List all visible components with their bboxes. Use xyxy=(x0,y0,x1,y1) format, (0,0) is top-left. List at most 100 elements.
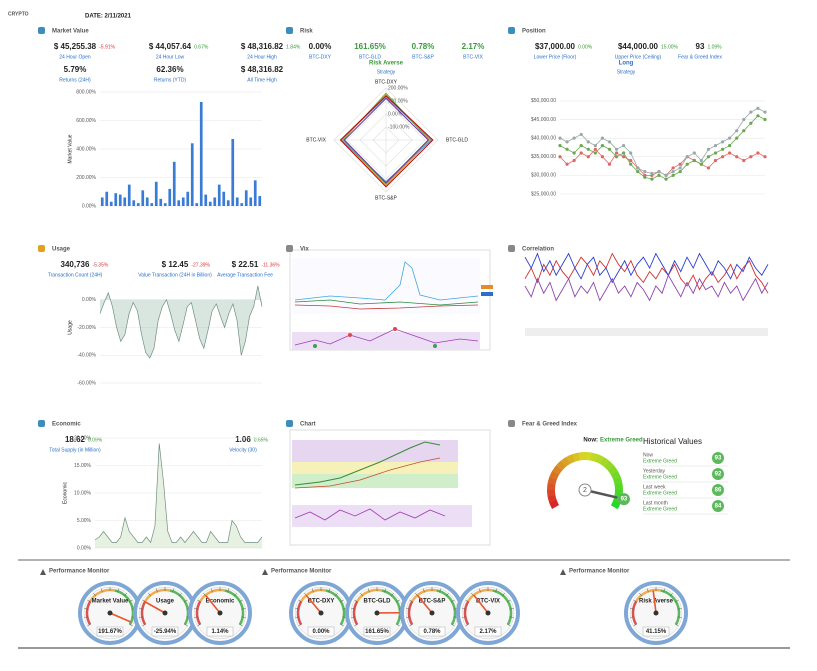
gauge-title: Market Value xyxy=(92,599,129,605)
gauge-tick xyxy=(123,592,127,597)
stat-change: -5.91% xyxy=(99,44,115,50)
gauge-tick xyxy=(351,616,356,618)
bar xyxy=(141,190,145,206)
gauge-band xyxy=(296,600,303,626)
gauge-value-box xyxy=(96,626,124,637)
series-line xyxy=(524,252,769,294)
gauge-tick xyxy=(227,588,230,593)
panel-icon xyxy=(38,27,45,34)
gauge-center-label: 2 xyxy=(583,487,587,494)
bar xyxy=(199,101,203,206)
marker xyxy=(579,132,583,137)
stat-value: 62.36% xyxy=(156,65,183,74)
gauge-band xyxy=(599,457,610,468)
marker xyxy=(622,155,626,159)
panel-icon xyxy=(508,27,515,34)
stat-value: $ 22.51 xyxy=(232,260,259,269)
gauge-value-box xyxy=(418,626,446,637)
marker xyxy=(671,166,675,170)
marker xyxy=(614,151,619,155)
stat-change: 0.67% xyxy=(194,44,209,50)
gauge-tick xyxy=(84,608,89,610)
gauge-value-label: 1.14% xyxy=(211,629,229,635)
marker xyxy=(749,155,753,159)
stat-change: 15.00% xyxy=(661,44,679,50)
marker xyxy=(706,155,711,159)
gauge-tick xyxy=(630,616,635,618)
marker xyxy=(685,155,689,159)
marker xyxy=(685,162,689,166)
history-badge xyxy=(712,500,724,512)
gauge-tick xyxy=(233,592,237,597)
marker xyxy=(713,158,718,163)
stat-change: -5.35% xyxy=(92,262,108,268)
y-tick-label: 200.00% xyxy=(76,175,96,181)
gauge-tick xyxy=(663,588,666,593)
y-tick-label: 0.00% xyxy=(82,203,97,209)
gauge-band xyxy=(195,600,202,626)
bar xyxy=(181,197,185,206)
panel-icon xyxy=(286,420,293,427)
gauge-tick xyxy=(677,608,682,610)
gauge-tick xyxy=(674,623,679,627)
stat-value: $ 48,316.82 xyxy=(241,65,284,74)
gauge-value-label: 2.17% xyxy=(479,629,497,635)
area-line xyxy=(99,285,263,359)
gauge-band xyxy=(466,588,494,603)
stat-change: 0.00% xyxy=(578,44,593,50)
panel-title: Market Value xyxy=(52,29,89,35)
bar xyxy=(145,197,149,206)
history-value: 86 xyxy=(715,488,722,494)
gauge-tick xyxy=(506,623,511,627)
gauge-band xyxy=(381,589,402,626)
bar xyxy=(136,203,140,206)
gauge-value-box xyxy=(474,626,502,637)
bar xyxy=(253,180,257,206)
gauge-tick xyxy=(172,588,175,593)
gauge-band xyxy=(584,452,592,461)
gauge-band xyxy=(610,500,621,510)
y-axis-label: Economic xyxy=(62,482,68,504)
history-label: Extreme Greed xyxy=(643,490,677,496)
gauge-tick xyxy=(639,592,643,597)
marker xyxy=(763,117,767,122)
gauge-tick xyxy=(450,599,455,603)
history-label: Extreme Greed xyxy=(643,474,677,480)
radar-series xyxy=(339,95,434,188)
y-tick-label: $50,000.00 xyxy=(531,98,556,104)
stat-label: Fear & Greed Index xyxy=(678,54,722,60)
bar xyxy=(105,191,109,206)
bar xyxy=(208,201,212,206)
gauge-tick xyxy=(633,599,638,603)
vix-line xyxy=(294,304,479,310)
gauge-tick xyxy=(311,588,314,593)
bar xyxy=(109,201,113,206)
gauge-tick xyxy=(238,599,243,603)
gauge-tick xyxy=(478,588,481,593)
gauge-tick xyxy=(509,608,514,610)
marker xyxy=(671,173,675,177)
stat-change: 1.09% xyxy=(707,44,722,50)
gauge-band xyxy=(634,588,662,603)
gauge-band xyxy=(88,588,116,603)
gauge-tick xyxy=(298,599,303,603)
gauge-band xyxy=(614,483,623,491)
gauge-value-label: 41.15% xyxy=(646,629,667,635)
bar xyxy=(258,196,262,206)
gauge-tick xyxy=(439,588,442,593)
history-badge xyxy=(712,468,724,480)
gauge-value-label: -25.94% xyxy=(154,629,177,635)
y-tick-label: $40,000.00 xyxy=(531,135,556,141)
gauge-band xyxy=(325,589,346,626)
gauge-tick xyxy=(139,608,144,610)
bar xyxy=(177,200,181,206)
marker xyxy=(735,155,739,159)
stat-value: $ 12.45 xyxy=(162,260,189,269)
marker xyxy=(572,151,576,155)
marker xyxy=(643,170,647,174)
stat-label: Value Transaction (24H in Billion) xyxy=(138,272,212,278)
stat-label: All Time High xyxy=(247,77,277,83)
marker xyxy=(558,143,562,148)
gauge-value: 93 xyxy=(621,497,628,503)
stat-label: 24 Hour High xyxy=(247,54,277,60)
